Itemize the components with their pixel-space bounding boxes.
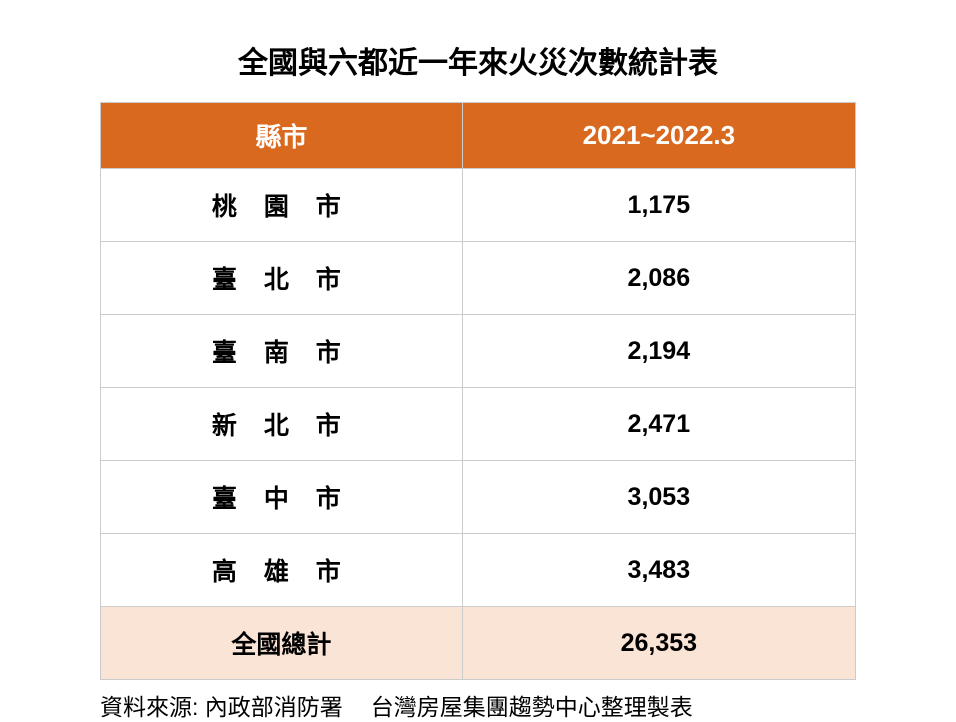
- table-row: 新 北 市 2,471: [101, 388, 856, 461]
- table-row: 桃 園 市 1,175: [101, 169, 856, 242]
- cell-total-label: 全國總計: [101, 607, 463, 680]
- cell-count: 2,086: [462, 242, 855, 315]
- cell-city: 臺 南 市: [101, 315, 463, 388]
- cell-city: 新 北 市: [101, 388, 463, 461]
- table-row: 臺 中 市 3,053: [101, 461, 856, 534]
- table-total-row: 全國總計 26,353: [101, 607, 856, 680]
- column-header-city: 縣市: [101, 103, 463, 169]
- column-header-period: 2021~2022.3: [462, 103, 855, 169]
- page-title: 全國與六都近一年來火災次數統計表: [100, 38, 856, 82]
- cell-total-count: 26,353: [462, 607, 855, 680]
- cell-city: 臺 中 市: [101, 461, 463, 534]
- table-container: 全國與六都近一年來火災次數統計表 縣市 2021~2022.3 桃 園 市 1,…: [100, 38, 856, 722]
- table-row: 臺 南 市 2,194: [101, 315, 856, 388]
- table-row: 臺 北 市 2,086: [101, 242, 856, 315]
- cell-count: 3,053: [462, 461, 855, 534]
- fire-stats-table: 縣市 2021~2022.3 桃 園 市 1,175 臺 北 市 2,086 臺…: [100, 102, 856, 680]
- cell-count: 2,471: [462, 388, 855, 461]
- footer: 資料來源: 內政部消防署 台灣房屋集團趨勢中心整理製表: [100, 688, 856, 722]
- cell-city: 高 雄 市: [101, 534, 463, 607]
- cell-city: 臺 北 市: [101, 242, 463, 315]
- cell-count: 1,175: [462, 169, 855, 242]
- cell-count: 2,194: [462, 315, 855, 388]
- footer-credit: 台灣房屋集團趨勢中心整理製表: [371, 688, 693, 722]
- footer-source: 資料來源: 內政部消防署: [100, 688, 343, 722]
- table-header-row: 縣市 2021~2022.3: [101, 103, 856, 169]
- cell-count: 3,483: [462, 534, 855, 607]
- table-row: 高 雄 市 3,483: [101, 534, 856, 607]
- cell-city: 桃 園 市: [101, 169, 463, 242]
